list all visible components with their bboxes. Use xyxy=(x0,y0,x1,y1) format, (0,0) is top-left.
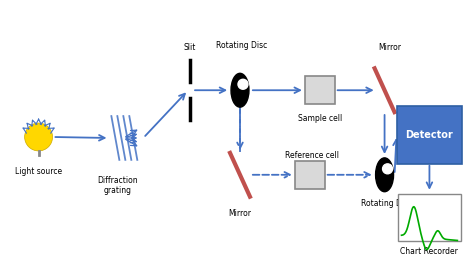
Text: Diffraction
grating: Diffraction grating xyxy=(97,176,137,195)
Text: Detector: Detector xyxy=(406,130,453,140)
Bar xyxy=(295,161,325,189)
Text: Chart Recorder: Chart Recorder xyxy=(401,247,458,256)
Bar xyxy=(305,76,335,104)
Circle shape xyxy=(25,123,53,151)
Ellipse shape xyxy=(375,158,393,192)
Text: Rotating Disc: Rotating Disc xyxy=(216,41,268,50)
Text: Slit: Slit xyxy=(184,43,196,52)
Text: Mirror: Mirror xyxy=(378,43,401,52)
Circle shape xyxy=(383,164,392,174)
Circle shape xyxy=(238,79,248,89)
Text: Sample cell: Sample cell xyxy=(298,114,342,123)
Ellipse shape xyxy=(231,73,249,107)
Text: Rotating Disc: Rotating Disc xyxy=(361,199,412,208)
Text: Reference cell: Reference cell xyxy=(285,151,339,160)
FancyBboxPatch shape xyxy=(397,106,462,164)
Text: Mirror: Mirror xyxy=(228,209,252,218)
Text: Light source: Light source xyxy=(15,167,62,176)
Bar xyxy=(398,194,461,242)
